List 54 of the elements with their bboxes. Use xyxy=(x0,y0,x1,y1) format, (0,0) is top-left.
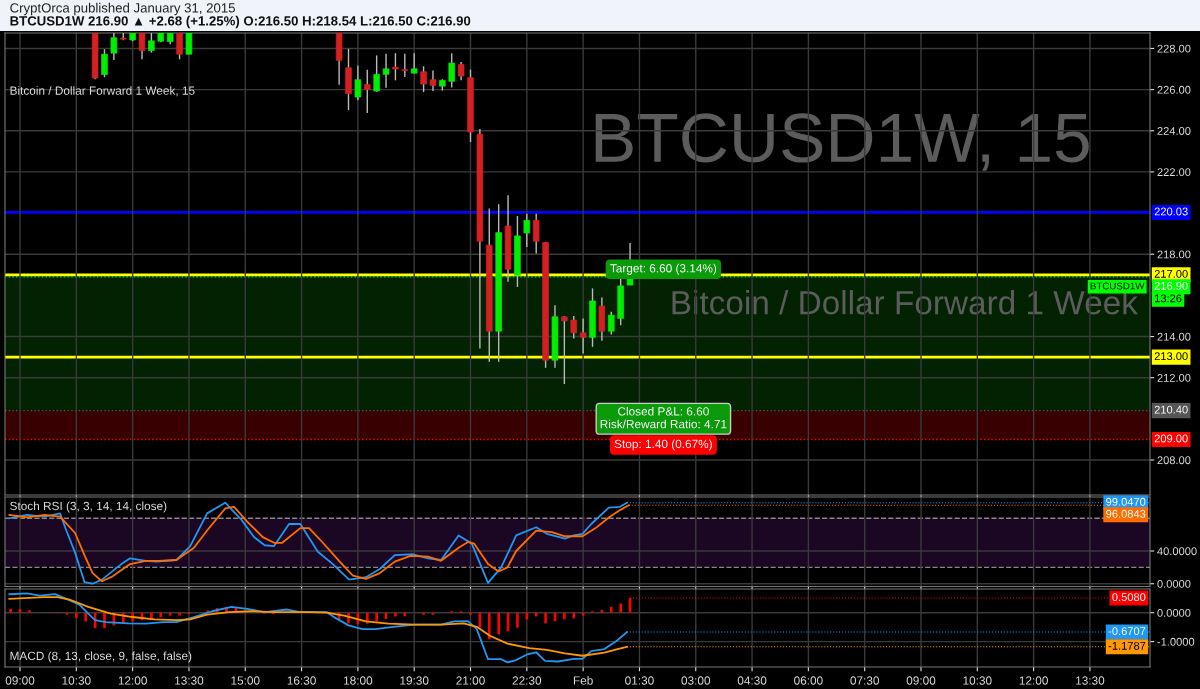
y-tick-label: 226.00 xyxy=(1157,85,1191,94)
y-tick-label: 40.0000 xyxy=(1157,547,1197,556)
ref-line-label: 216.90 xyxy=(1154,281,1188,290)
y-tick-label: 0.0000 xyxy=(1157,579,1191,588)
annotation: -0.6707 xyxy=(1108,627,1146,636)
annotation: 99.0470 xyxy=(1106,497,1146,506)
x-tick-label: 10:30 xyxy=(62,676,91,685)
x-tick-label: 18:00 xyxy=(344,676,373,685)
x-tick-label: 09:00 xyxy=(906,676,936,685)
x-tick-label: 19:30 xyxy=(400,676,429,685)
x-tick-label: 01:30 xyxy=(625,676,654,685)
y-tick-label: 222.00 xyxy=(1157,168,1191,177)
chart-title: Stoch RSI (3, 3, 14, 14, close) xyxy=(10,501,167,513)
x-tick-label: 07:30 xyxy=(850,676,879,685)
text: Bitcoin / Dollar Forward 1 Week, 15 xyxy=(10,86,195,97)
ref-line-label: 217.00 xyxy=(1154,269,1188,278)
x-tick-label: 10:30 xyxy=(963,676,992,685)
ref-line-label: 209.00 xyxy=(1154,434,1188,443)
x-tick-label: 04:30 xyxy=(737,676,767,685)
x-tick-label: 22:30 xyxy=(512,676,542,685)
x-tick-label: 12:00 xyxy=(1019,676,1048,685)
y-tick-label: 208.00 xyxy=(1157,456,1191,465)
x-tick-label: 13:30 xyxy=(1076,676,1105,685)
annotation: 96.0843 xyxy=(1106,509,1146,518)
x-tick-label: 12:00 xyxy=(118,676,147,685)
y-tick-label: 214.00 xyxy=(1157,332,1191,341)
text: MACD (8, 13, close, 9, false, false) xyxy=(10,651,192,663)
annotation: -1.1787 xyxy=(1108,641,1146,650)
y-tick-label: 0.0000 xyxy=(1157,608,1191,617)
chart-subtitle: BTCUSD1W 216.90 ▲ +2.68 (+1.25%) O:216.50 H:218.54 L:216.50 C:216.90 xyxy=(10,15,471,29)
annotation: BTCUSD1W xyxy=(1090,282,1145,290)
band-label: Target: 6.60 (3.14%) xyxy=(610,263,717,275)
x-tick-label: 13:30 xyxy=(175,676,204,685)
x-tick-label: 16:30 xyxy=(287,676,316,685)
y-tick-label: 224.00 xyxy=(1157,127,1191,135)
ref-line-label: 220.03 xyxy=(1154,207,1188,216)
ref-line-label: 213.00 xyxy=(1154,352,1188,361)
annotation: 0.5080 xyxy=(1112,593,1146,601)
annotation: Closed P&L: 6.60 Risk/Reward Ratio: 4.71 xyxy=(600,406,727,429)
x-tick-label: 06:00 xyxy=(794,676,823,685)
ref-line-label: 210.40 xyxy=(1154,405,1188,414)
band-label: Stop: 1.40 (0.67%) xyxy=(614,439,712,451)
text: 13:26 xyxy=(1155,294,1182,303)
y-tick-label: 218.00 xyxy=(1157,250,1191,259)
x-tick-label: Feb xyxy=(573,676,593,685)
y-tick-label: 228.00 xyxy=(1157,44,1191,53)
x-tick-label: 03:00 xyxy=(681,676,711,685)
x-tick-label: 21:00 xyxy=(456,676,485,685)
y-tick-label: 212.00 xyxy=(1157,373,1191,382)
x-tick-label: 09:00 xyxy=(5,676,35,685)
y-tick-label: -1.0000 xyxy=(1157,637,1195,646)
text: CryptOrca published January 31, 2015 xyxy=(10,2,235,16)
x-tick-label: 15:00 xyxy=(231,676,260,685)
annotation: Bitcoin / Dollar Forward 1 Week xyxy=(672,290,1138,315)
